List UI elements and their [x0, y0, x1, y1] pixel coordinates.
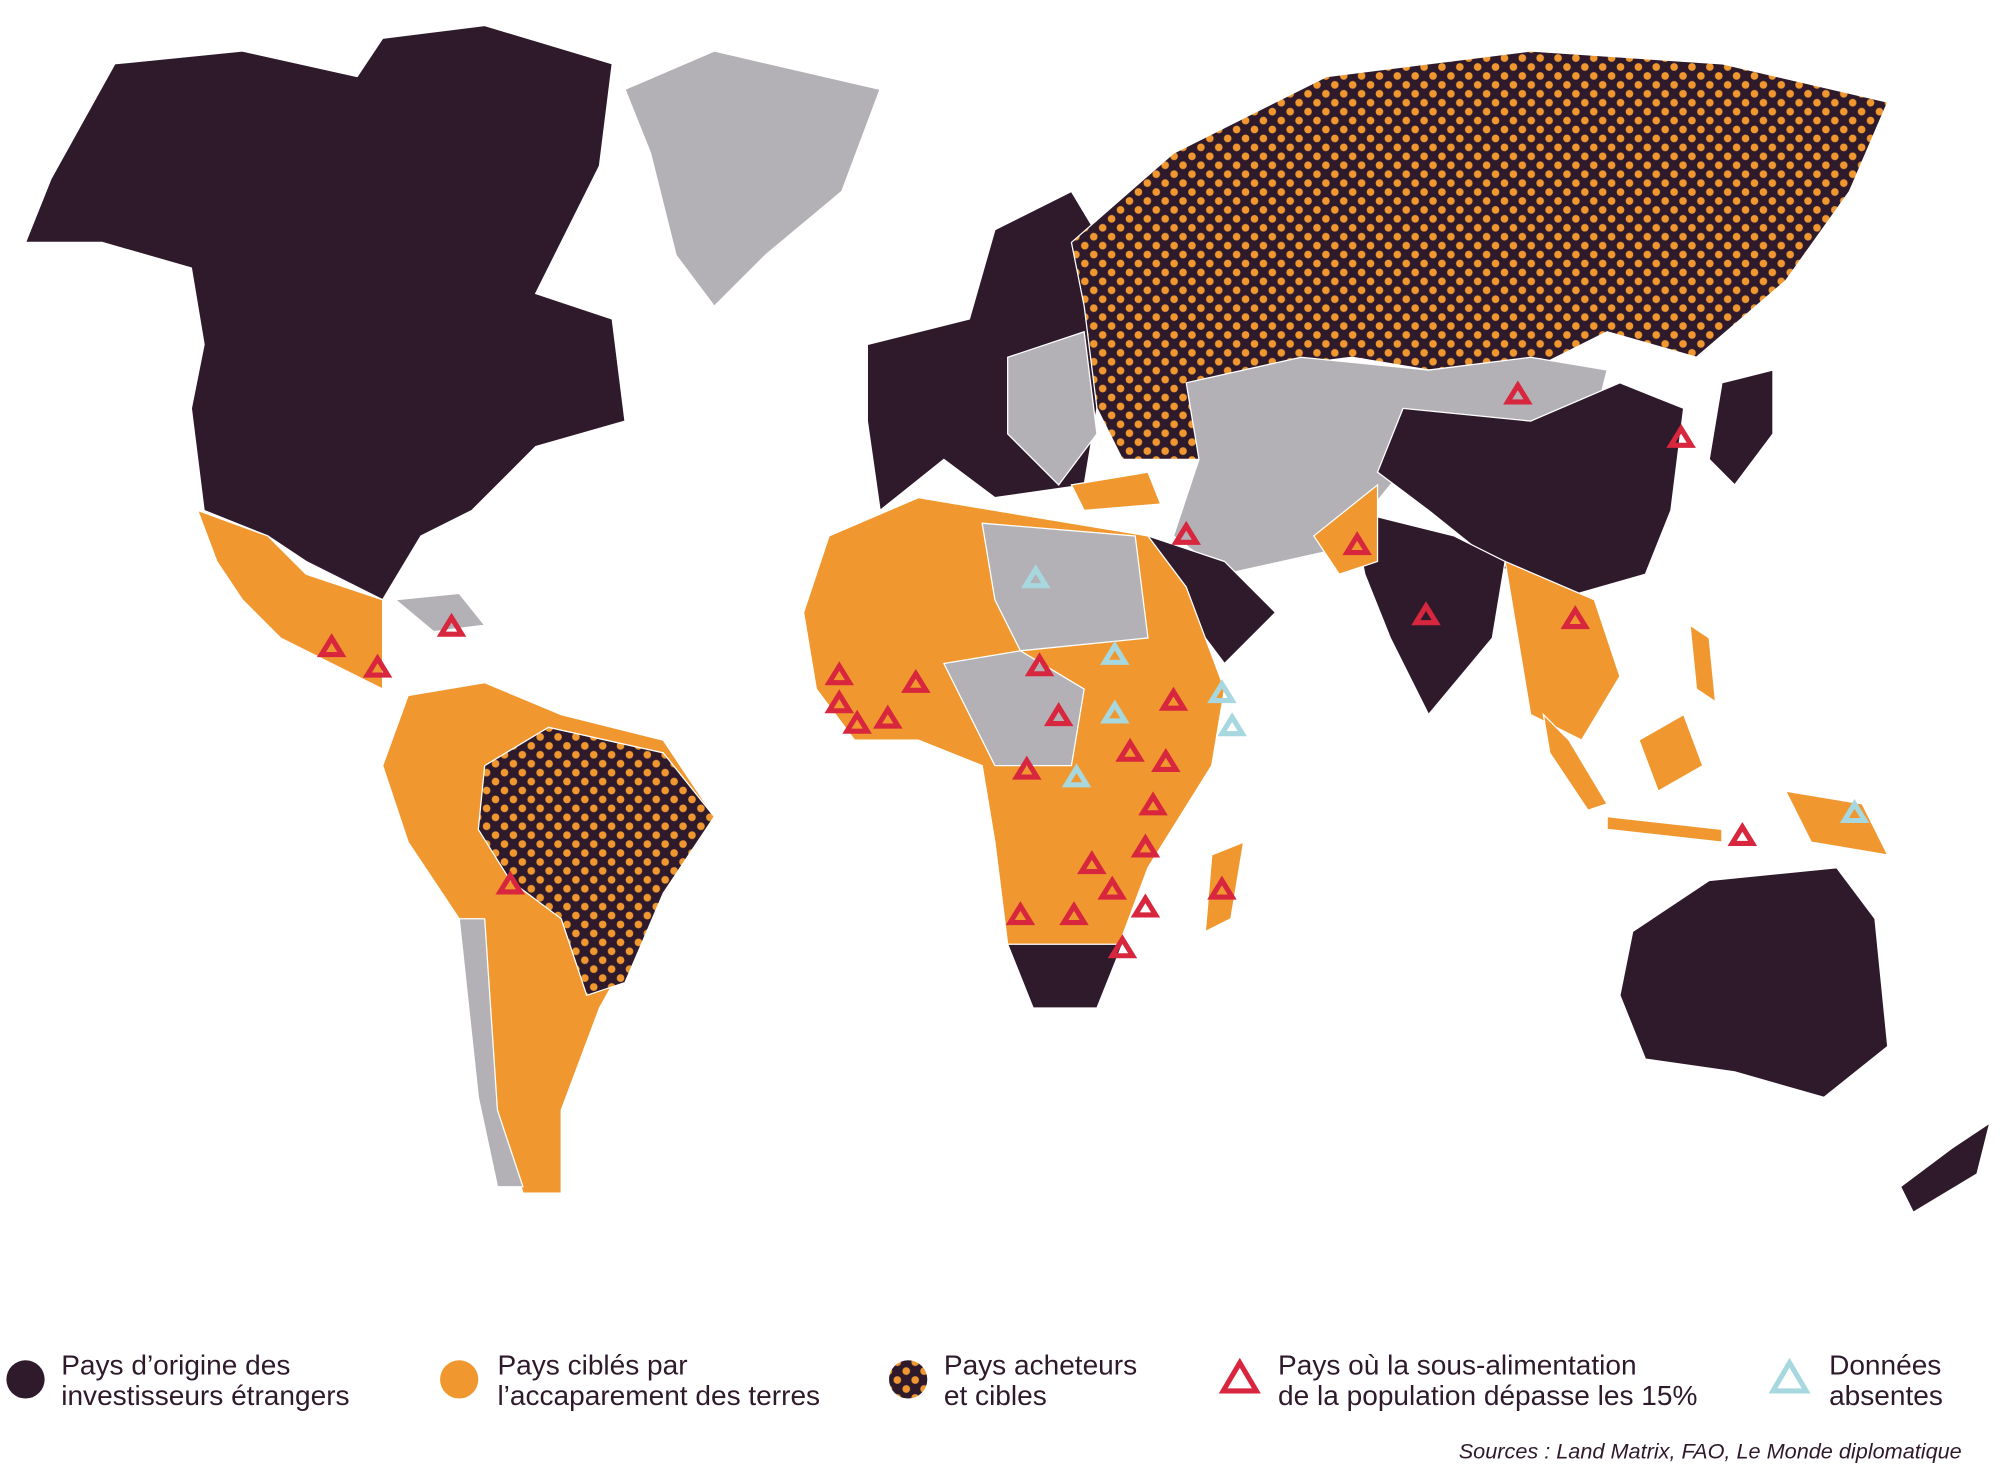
legend-swatch [1768, 1357, 1811, 1394]
north-africa [981, 522, 1149, 652]
chile [458, 918, 524, 1188]
japan [1708, 369, 1774, 486]
source: Sources : Land Matrix, FAO, Le Monde dip… [1459, 1439, 1962, 1464]
new-guinea [1784, 790, 1889, 856]
eastern-europe [1007, 330, 1098, 486]
java [1606, 815, 1723, 843]
australia [1619, 867, 1889, 1099]
legend-label: Pays ciblés par [497, 1349, 687, 1380]
legend-label: de la population dépasse les 15% [1278, 1380, 1697, 1411]
undernourishment-markers [316, 380, 1758, 959]
legend: Pays d’origine des investisseurs étrange… [6, 1349, 1943, 1411]
legend-swatch [889, 1360, 928, 1399]
turkey [1070, 471, 1162, 512]
caribbean [393, 592, 486, 633]
legend-swatch [440, 1360, 479, 1399]
china [1376, 382, 1685, 601]
russia [1070, 50, 1889, 461]
south-africa [1006, 943, 1124, 1009]
borneo [1638, 713, 1704, 793]
legend-label: investisseurs étrangers [61, 1380, 349, 1411]
legend-swatch [6, 1360, 45, 1399]
land [24, 24, 1991, 1214]
legend-label: et cibles [944, 1380, 1047, 1411]
legend-label: absentes [1829, 1380, 1943, 1411]
south-east-asia [1504, 560, 1621, 741]
sumatra [1542, 712, 1609, 812]
brazil [477, 726, 716, 997]
greenland [624, 50, 881, 308]
central-africa [942, 650, 1085, 767]
missing-data-markers [1020, 564, 1870, 824]
legend-label: l’accaparement des terres [497, 1380, 820, 1411]
new-zealand [1899, 1121, 1991, 1214]
legend-label: Pays d’origine des [61, 1349, 290, 1380]
legend-label: Données [1829, 1349, 1941, 1380]
north-america [24, 24, 626, 601]
legend-label: Pays acheteurs [944, 1349, 1137, 1380]
philippines [1689, 623, 1717, 704]
markers [316, 380, 1870, 959]
legend-swatch [1218, 1357, 1261, 1394]
legend-label: Pays où la sous-alimentation [1278, 1349, 1637, 1380]
